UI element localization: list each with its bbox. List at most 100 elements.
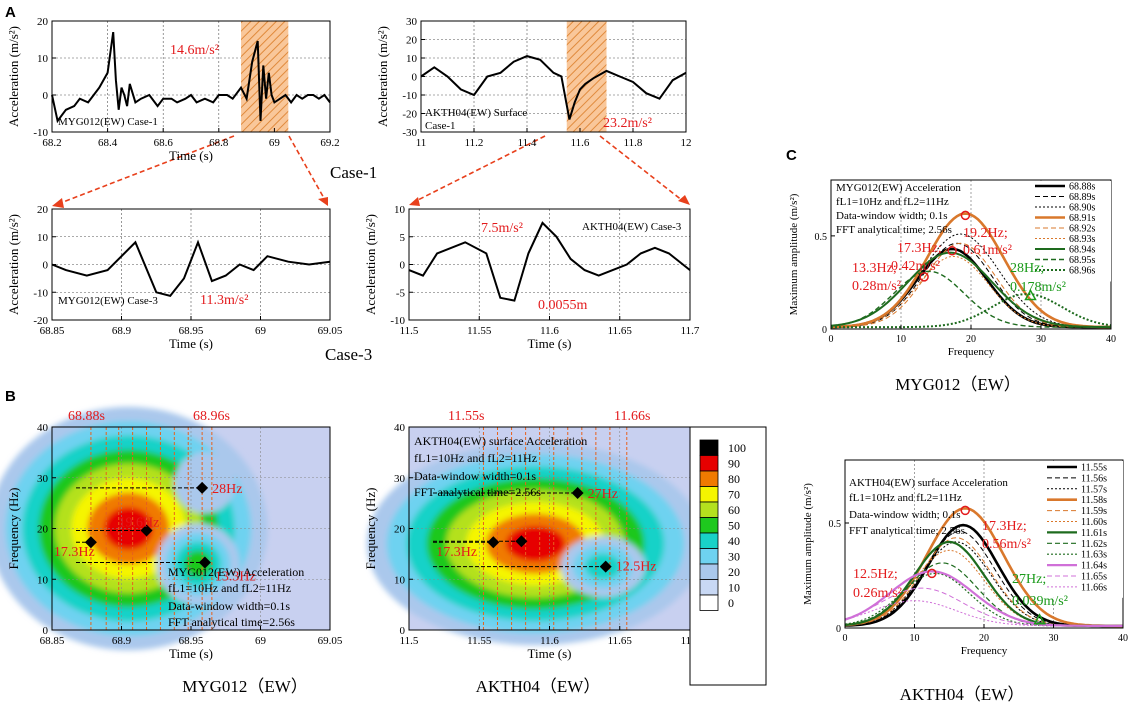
colorbar-level-label: 60 <box>728 503 740 517</box>
a4-y-ticks: -10 -5 0 5 10 <box>390 204 413 327</box>
b2-x-tick-label: 11.55 <box>467 635 492 647</box>
c2-markers <box>927 505 1046 625</box>
c2-legend-label: 11.62s <box>1081 539 1107 550</box>
b1-y-tick-label: 20 <box>37 524 49 536</box>
colorbar-level-label: 40 <box>728 534 740 548</box>
case-3-label: Case-3 <box>325 345 372 364</box>
c1-series <box>830 212 1112 329</box>
c1-legend-label: 68.90s <box>1069 203 1096 214</box>
zoom-arrow-a2-left <box>415 135 546 202</box>
b1-x-ticks: 68.85 68.9 68.95 69 69.05 <box>40 626 343 647</box>
colorbar-swatch <box>699 517 719 534</box>
c2-legend: 11.55s11.56s11.57s11.58s11.59s11.60s11.6… <box>1043 461 1123 598</box>
chart-c1-myg012-spectra: 0 10 20 30 40 00.5 Maximum amplitude (m/s²) … <box>788 179 1116 394</box>
c1-peak-circle <box>947 246 957 256</box>
b2-peak-diamond <box>515 535 528 548</box>
a4-x-tick-label: 11.55 <box>467 325 492 337</box>
c1-legend-label: 68.89s <box>1069 192 1096 203</box>
a3-y-tick-label: 20 <box>37 204 49 216</box>
b2-top-label-start: 11.55s <box>448 409 484 424</box>
b2-grid <box>409 427 690 630</box>
c1-ann-0.61: 0.61m/s² <box>963 243 1012 258</box>
colorbar-level-label: 70 <box>728 488 740 502</box>
a4-grid <box>409 209 690 320</box>
b2-x-tick-label: 11.5 <box>400 635 419 647</box>
chart-c2-akth04-spectra: 0 10 20 30 40 00.5 Maximum amplitude (m/s²) … <box>802 459 1128 704</box>
b2-peak-label: 12.5Hz <box>616 560 657 575</box>
b2-y-ticks: 0 10 20 30 40 <box>394 422 413 637</box>
c2-series <box>844 507 1123 628</box>
zoom-arrows <box>57 135 684 205</box>
b2-frequency-lines <box>433 492 606 568</box>
c1-ann-28hz: 28Hz; <box>1010 261 1044 276</box>
a3-y-tick-label: 10 <box>37 232 49 244</box>
zoom-arrow-a1-right <box>288 135 326 201</box>
a1-x-tick-label: 69.2 <box>320 137 339 149</box>
b2-y-tick-label: 0 <box>400 625 406 637</box>
b1-top-label-start: 68.88s <box>68 409 105 424</box>
c2-info-line-2: fL1=10Hz and fL2=11Hz <box>849 492 962 504</box>
c1-ann-0.42: 0.42m/s² <box>891 259 940 274</box>
c2-x-ticks: 0 10 20 30 40 <box>843 624 1128 644</box>
a1-peak-annotation: 14.6m/s² <box>170 43 219 58</box>
b2-peak-label: 17.3Hz <box>436 545 477 560</box>
arrowhead-2 <box>318 197 328 206</box>
b2-points: 17.3Hz 27Hz 12.5Hz <box>436 486 657 575</box>
a2-y-tick-label: 0 <box>412 72 418 84</box>
c1-info-line-2: fL1=10Hz and fL2=11Hz <box>836 196 949 208</box>
b2-peak-diamond <box>599 560 612 573</box>
a2-y-tick-label: -10 <box>402 90 417 102</box>
c2-legend-label: 11.64s <box>1081 561 1107 572</box>
c1-info-line-3: Data-window width; 0.1s <box>836 210 948 222</box>
a4-y-tick-label: 0 <box>400 260 406 272</box>
b1-y-tick-label: 30 <box>37 473 49 485</box>
c2-info-line-4: FFT analytical time; 2.56s <box>849 525 965 537</box>
colorbar-level-label: 10 <box>728 581 740 595</box>
b2-y-tick-label: 40 <box>394 422 406 434</box>
a2-y-tick-label: -30 <box>402 127 417 139</box>
colorbar-swatch <box>699 501 719 518</box>
c2-y-tick-label: 0 <box>836 624 841 635</box>
c2-series-11.63s <box>844 572 1123 627</box>
c1-series-68.95s <box>830 270 1111 328</box>
b2-caption: AKTH04（EW） <box>476 677 601 696</box>
c1-legend: 68.88s68.89s68.90s68.91s68.92s68.93s68.9… <box>1031 181 1111 282</box>
c1-legend-label: 68.88s <box>1069 182 1096 193</box>
c2-ann-0.56: 0.56m/s² <box>982 537 1031 552</box>
c1-legend-label: 68.91s <box>1069 213 1096 224</box>
c1-x-tick-label: 20 <box>966 334 976 345</box>
b1-info-line-4: FFT analytical time=2.56s <box>168 615 295 629</box>
b2-y-tick-label: 30 <box>394 473 406 485</box>
c1-y-tick-label: 0.5 <box>815 232 828 243</box>
colorbar-level-label: 100 <box>728 441 746 455</box>
colorbar-swatch <box>699 455 719 472</box>
a3-y-ticks: -20 -10 0 10 20 <box>33 204 56 327</box>
b2-contour-level <box>505 525 566 562</box>
a2-x-tick-label: 11.2 <box>465 137 484 149</box>
c2-peak-circle <box>927 568 937 579</box>
a4-x-ticks: 11.5 11.55 11.6 11.65 11.7 <box>400 316 700 337</box>
colorbar-swatch <box>699 594 719 611</box>
b1-top-label-end: 68.96s <box>193 409 230 424</box>
b1-points: 17.3Hz 19.6Hz 28Hz 13.3Hz <box>54 481 256 585</box>
b1-peak-label: 28Hz <box>212 482 242 497</box>
b1-y-ticks: 0 10 20 30 40 <box>37 422 56 637</box>
b1-peak-diamond <box>196 481 209 494</box>
a4-x-tick-label: 11.7 <box>681 325 700 337</box>
a1-inset-label: MYG012(EW) Case-1 <box>58 116 158 128</box>
colorbar-level-label: 0 <box>728 596 734 610</box>
c2-x-label: Frequency <box>961 645 1008 657</box>
chart-a2-akth04-case1: 11 11.2 11.4 11.6 11.8 12 -30 -20 -10 0 10 20 30 Ac… <box>375 16 692 149</box>
a2-x-tick-label: 11 <box>416 137 427 149</box>
c2-series-11.66s <box>844 600 1123 627</box>
a2-x-tick-label: 11.4 <box>518 137 537 149</box>
c1-x-label: Frequency <box>948 346 995 358</box>
a1-x-ticks: 68.2 68.4 68.6 68.8 69 69.2 <box>42 128 340 149</box>
a3-acceleration-trace <box>51 239 331 298</box>
c2-y-tick-label: 0.5 <box>829 519 842 530</box>
b2-peak-diamond <box>571 486 584 499</box>
b1-caption: MYG012（EW） <box>182 677 308 696</box>
c2-legend-label: 11.56s <box>1081 473 1107 484</box>
